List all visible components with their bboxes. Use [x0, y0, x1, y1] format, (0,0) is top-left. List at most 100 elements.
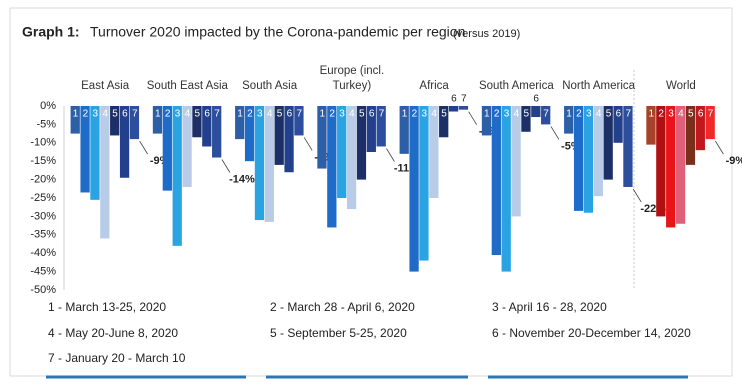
value-label: -14%	[229, 173, 255, 185]
bar	[110, 106, 120, 136]
bar-series-label: 3	[668, 109, 674, 120]
bar	[419, 106, 429, 261]
y-tick-label: 0%	[40, 100, 56, 112]
bar-series-label: 5	[277, 109, 283, 120]
bar	[254, 106, 265, 221]
bar-series-label: 1	[73, 109, 79, 120]
category-label: Europe (incl. Turkey)	[319, 65, 385, 92]
bar	[376, 106, 386, 147]
leader-line	[468, 111, 478, 125]
chart-subtitle: (versus 2019)	[453, 28, 520, 40]
category-label: South Asia	[242, 80, 298, 92]
bar	[192, 106, 202, 138]
bar-series-label: 4	[185, 109, 191, 120]
bar	[202, 106, 212, 147]
y-tick-label: -35%	[30, 229, 56, 241]
bar-series-label: 5	[194, 109, 200, 120]
bar	[675, 106, 686, 224]
bar-series-label: 4	[102, 109, 108, 120]
bar	[603, 106, 613, 180]
bar	[162, 106, 172, 191]
bar	[646, 106, 656, 145]
bar	[356, 106, 367, 180]
category-label: South East Asia	[146, 80, 228, 92]
bar	[685, 106, 696, 165]
legend-entry: 3 - April 16 - 28, 2020	[492, 300, 607, 314]
y-tick-label: -30%	[30, 210, 56, 222]
bar	[119, 106, 130, 178]
bar	[129, 106, 140, 140]
bar-series-label: 7	[543, 109, 549, 120]
bar-series-label: 4	[431, 109, 437, 120]
bar	[172, 106, 182, 246]
legend-entry: 7 - January 20 - March 10	[48, 351, 186, 365]
bar	[695, 106, 705, 151]
bar-series-label: 5	[688, 109, 694, 120]
y-tick-label: -45%	[30, 266, 56, 278]
category-label: South America	[478, 80, 554, 92]
bar	[409, 106, 419, 272]
bar-series-label: 6	[287, 109, 293, 120]
bar	[284, 106, 294, 173]
bar	[212, 106, 222, 158]
bar	[90, 106, 100, 200]
bar	[346, 106, 357, 210]
bar-series-label: 3	[257, 109, 263, 120]
bar-series-label: 6	[369, 109, 375, 120]
bar	[448, 106, 459, 112]
bar	[491, 106, 501, 256]
bar	[274, 106, 284, 165]
bar-series-label: 6	[451, 94, 457, 105]
bar	[583, 106, 594, 213]
bar-series-label: 2	[494, 109, 500, 120]
legend-entry: 6 - November 20-December 14, 2020	[492, 326, 691, 340]
bar	[511, 106, 521, 217]
bar-series-label: 6	[698, 109, 704, 120]
bar-series-label: 6	[204, 109, 210, 120]
bar-series-label: 2	[83, 109, 89, 120]
legend-entry: 4 - May 20-June 8, 2020	[48, 326, 178, 340]
bar-series-label: 5	[359, 109, 365, 120]
bar-series-label: 2	[412, 109, 418, 120]
bar-series-label: 5	[441, 109, 447, 120]
bar	[458, 106, 469, 110]
bar-series-label: 7	[132, 109, 138, 120]
bar	[264, 106, 274, 222]
bar-series-label: 4	[596, 109, 602, 120]
bar	[613, 106, 623, 143]
category-label: World	[665, 80, 696, 92]
category-label: Africa	[419, 80, 449, 92]
legend-entry: 2 - March 28 - April 6, 2020	[270, 300, 415, 314]
bar-series-label: 4	[349, 109, 355, 120]
bar-series-label: 7	[296, 109, 302, 120]
bar-series-label: 2	[576, 109, 582, 120]
bar-series-label: 1	[155, 109, 161, 120]
bar-series-label: 3	[421, 109, 427, 120]
bar	[244, 106, 255, 162]
y-tick-label: -50%	[30, 284, 56, 296]
y-tick-label: -10%	[30, 137, 56, 149]
bar	[100, 106, 110, 239]
bar-series-label: 6	[616, 109, 622, 120]
y-tick-label: -15%	[30, 155, 56, 167]
bar-series-label: 7	[461, 94, 467, 105]
bar	[564, 106, 574, 134]
bar-series-label: 3	[586, 109, 592, 120]
leader-line	[715, 140, 724, 155]
bar-series-label: 2	[658, 109, 664, 120]
bar	[623, 106, 633, 187]
bar	[317, 106, 327, 169]
bar-series-label: 4	[678, 109, 684, 120]
bar	[531, 106, 541, 118]
bar-series-label: 1	[319, 109, 325, 120]
value-label: -9%	[726, 155, 742, 167]
bar-series-label: 7	[625, 109, 631, 120]
bar	[705, 106, 715, 140]
leader-line	[550, 126, 560, 140]
bar-series-label: 3	[504, 109, 510, 120]
bar-series-label: 1	[237, 109, 243, 120]
bar-series-label: 3	[339, 109, 345, 120]
bar-series-label: 1	[484, 109, 490, 120]
